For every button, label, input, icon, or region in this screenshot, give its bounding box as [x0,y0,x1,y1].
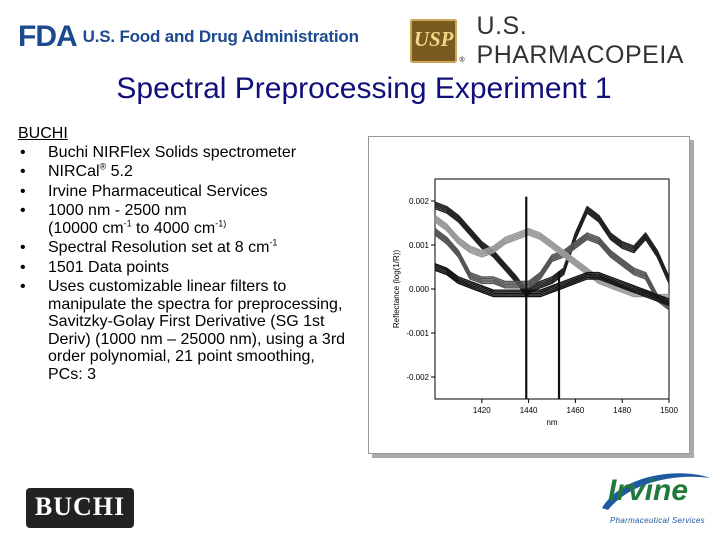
irvine-subtitle: Pharmaceutical Services [610,516,705,525]
list-item-text: Spectral Resolution set at 8 cm [48,239,270,256]
fda-mark: FDA [18,20,78,53]
series-line [434,263,670,300]
x-tick-label: 1420 [473,406,491,415]
x-tick-label: 1500 [660,406,678,415]
list-item-text: Irvine Pharmaceutical Services [48,182,268,200]
usp-logo: USP ® U.S. PHARMACOPEIA [410,12,728,70]
x-axis-label: nm [546,418,557,427]
list-item-text: 1000 nm - 2500 nm [48,202,187,219]
bullet-list: Buchi NIRFlex Solids spectrometer NIRCal… [18,144,348,384]
series-line [434,204,670,295]
superscript: -1 [123,218,132,229]
list-item: Irvine Pharmaceutical Services [18,183,348,201]
series-line [434,203,670,293]
y-tick-label: 0.000 [409,285,430,294]
list-item: Buchi NIRFlex Solids spectrometer [18,144,348,162]
superscript: -1) [215,218,227,229]
list-item-text: Uses customizable linear filters to mani… [48,278,346,383]
irvine-name: Irvine [608,474,689,507]
series-line [434,228,670,304]
series-line [434,218,669,299]
list-item: Uses customizable linear filters to mani… [18,278,348,383]
list-item-text: NIRCal [48,163,100,180]
list-item-text: to 4000 cm [131,219,216,237]
fda-name: U.S. Food and Drug Administration [82,27,359,46]
list-item-text: (10000 cm [48,219,124,237]
series-line [434,234,670,311]
slide-title: Spectral Preprocessing Experiment 1 [116,72,612,105]
buchi-logo-text: BUCHI [34,492,126,521]
series-line [434,206,670,296]
fda-logo: FDA U.S. Food and Drug Administration [18,22,359,52]
series-line [434,219,669,301]
irvine-swoosh-icon [602,473,710,510]
series-line [434,221,669,302]
series-line [434,231,670,308]
x-tick-label: 1460 [567,406,585,415]
y-tick-label: 0.001 [409,241,430,250]
series-line [434,264,670,302]
y-tick-label: -0.002 [406,373,429,382]
usp-badge: USP [410,19,458,63]
list-item: 1000 nm - 2500 nm(10000 cm-1 to 4000 cm-… [18,202,348,237]
y-tick-label: -0.001 [406,329,429,338]
usp-registered-mark: ® [459,57,465,64]
list-item: 1501 Data points [18,259,348,277]
y-axis-label: Reflectance (log(1/R)) [392,250,401,329]
buchi-logo: BUCHI [26,488,134,528]
series-line [434,266,670,303]
series-line [434,232,670,309]
usp-name: U.S. PHARMACOPEIA [476,12,684,69]
irvine-logo: Irvine Pharmaceutical Services [594,468,714,536]
section-label: BUCHI [18,125,68,142]
series-line [434,267,670,305]
series-line [434,207,670,298]
list-item-text: Buchi NIRFlex Solids spectrometer [48,143,297,161]
superscript: ® [99,161,107,172]
list-item-text: 5.2 [106,163,133,180]
x-tick-label: 1440 [520,406,538,415]
x-tick-label: 1480 [613,406,631,415]
series-line [434,269,670,307]
list-item: Spectral Resolution set at 8 cm-1 [18,237,348,257]
content-list: BUCHI Buchi NIRFlex Solids spectrometer … [18,125,348,385]
spectra-chart: 0.002 0.001 0.000 -0.001 -0.002 1420 1440 1460 1… [368,136,690,454]
y-tick-label: 0.002 [409,197,430,206]
superscript: -1 [269,237,278,248]
chart-svg: 0.002 0.001 0.000 -0.001 -0.002 1420 1440 1460 1… [392,178,678,427]
list-item: NIRCal® 5.2 [18,161,348,181]
usp-mark: USP [413,27,454,51]
series-line [434,229,670,306]
list-item-text: 1501 Data points [48,258,169,276]
series-line [434,201,670,291]
